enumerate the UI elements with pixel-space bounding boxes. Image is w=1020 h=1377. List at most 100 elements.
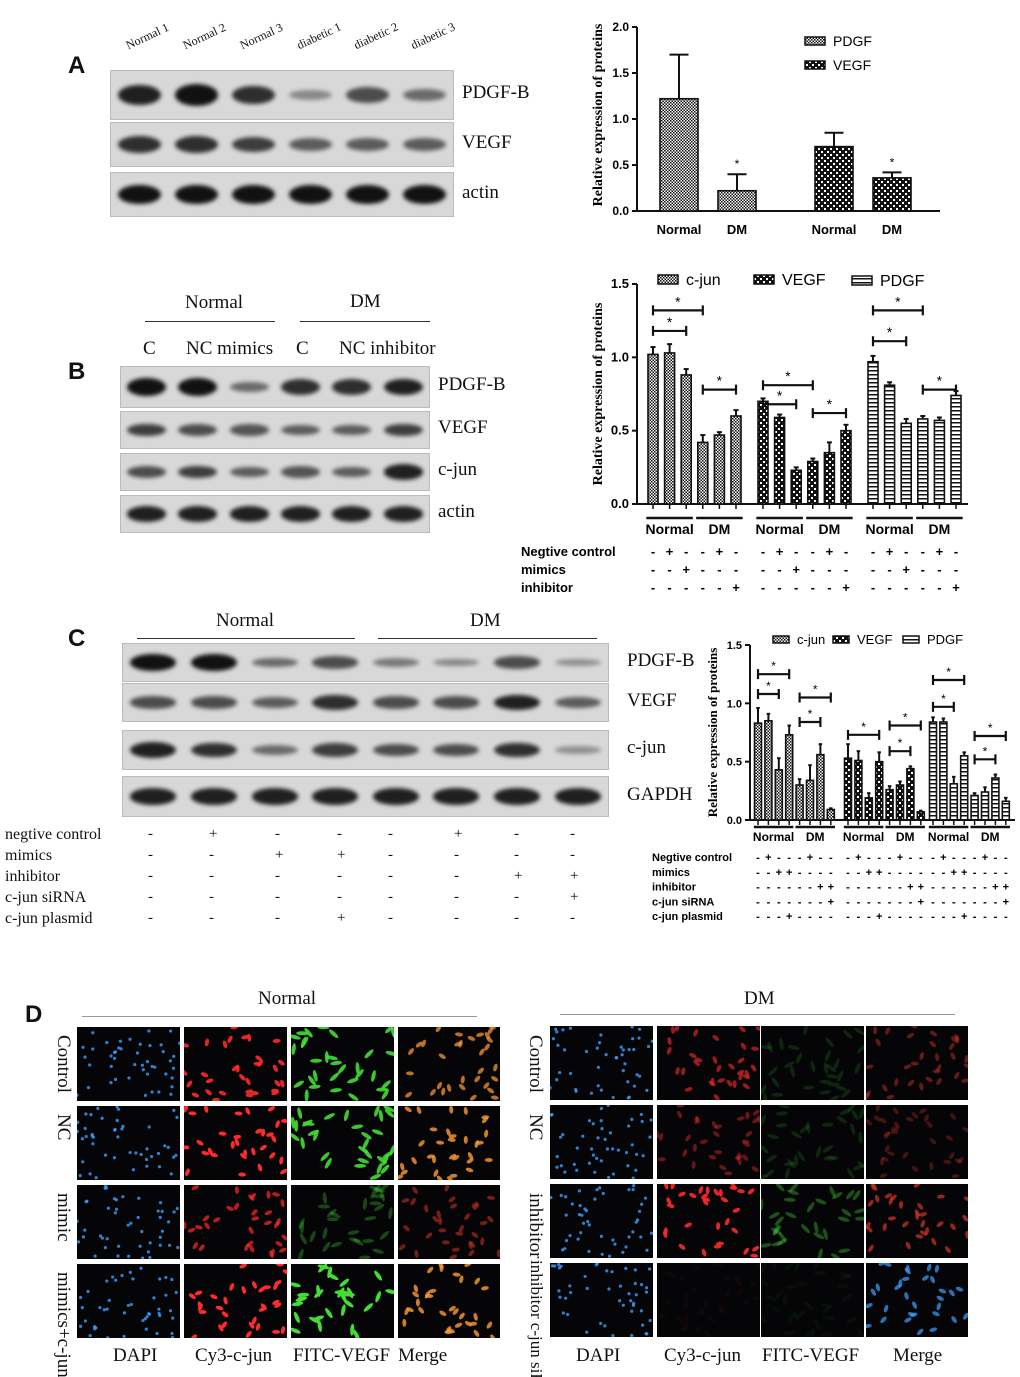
condition-sign: - xyxy=(337,826,342,842)
row-label: Control xyxy=(53,1035,74,1094)
condition-sign: - xyxy=(388,826,393,842)
condition-sign: - xyxy=(846,882,850,894)
bar xyxy=(805,779,815,821)
condition-label: negtive control xyxy=(5,826,102,843)
blot-band xyxy=(251,744,298,756)
condition-sign: - xyxy=(684,544,688,559)
blot-band xyxy=(127,466,167,478)
blot-label: actin xyxy=(438,501,475,522)
blot-band xyxy=(190,696,237,709)
condition-sign: - xyxy=(819,896,823,908)
condition-sign: - xyxy=(811,544,815,559)
condition-sign: + xyxy=(952,580,960,595)
condition-sign: - xyxy=(808,896,812,908)
significance-bracket xyxy=(888,746,912,757)
significance-star: * xyxy=(903,711,908,725)
condition-sign: - xyxy=(756,896,760,908)
condition-label: c-jun plasmid xyxy=(5,910,93,927)
condition-sign: - xyxy=(962,896,966,908)
condition-label: mimics xyxy=(5,847,53,864)
significance-bracket xyxy=(973,754,997,765)
blot-band xyxy=(229,424,269,436)
condition-sign: - xyxy=(973,896,977,908)
condition-sign: - xyxy=(1004,852,1008,864)
blot-band xyxy=(251,696,298,709)
condition-sign: - xyxy=(794,580,798,595)
condition-sign: - xyxy=(887,580,891,595)
significance-star: * xyxy=(827,396,833,412)
blot-band xyxy=(288,184,333,205)
legend-swatch xyxy=(657,274,679,285)
legend-label: PDGF xyxy=(927,632,963,647)
significance-star: * xyxy=(988,721,993,735)
micrograph xyxy=(77,1185,180,1259)
condition-sign: - xyxy=(808,911,812,923)
condition-sign: - xyxy=(942,896,946,908)
y-tick-label: 1.5 xyxy=(611,276,629,291)
blot-band xyxy=(383,423,423,437)
condition-sign: - xyxy=(275,868,280,884)
bar xyxy=(713,434,726,505)
lane-label: Normal 1 xyxy=(123,20,171,53)
bar xyxy=(933,419,946,505)
condition-sign: - xyxy=(962,852,966,864)
significance-bracket xyxy=(811,408,848,419)
condition-sign: - xyxy=(794,544,798,559)
condition-sign: + xyxy=(682,562,690,577)
bar xyxy=(874,760,884,821)
condition-sign: + xyxy=(951,867,957,879)
blot-band xyxy=(229,506,269,522)
blot-band xyxy=(554,788,601,805)
y-tick-label: 2.0 xyxy=(612,20,629,34)
condition-sign: + xyxy=(454,826,463,842)
blot-band xyxy=(332,379,372,395)
bar xyxy=(764,720,773,821)
significance-bracket xyxy=(871,336,908,347)
blot-band xyxy=(127,506,167,522)
significance-star: * xyxy=(808,707,813,721)
condition-sign: - xyxy=(701,562,705,577)
condition-sign: - xyxy=(909,867,913,879)
blot-band xyxy=(174,184,219,205)
significance-bracket xyxy=(701,384,738,395)
panel-c-group-normal: Normal xyxy=(216,610,275,631)
blot-band xyxy=(433,658,480,667)
condition-sign: - xyxy=(942,882,946,894)
significance-star: * xyxy=(895,293,901,309)
condition-sign: - xyxy=(898,911,902,923)
significance-bracket xyxy=(921,384,958,395)
condition-sign: - xyxy=(717,562,721,577)
condition-sign: + xyxy=(992,882,998,894)
condition-sign: - xyxy=(209,868,214,884)
blot-label: c-jun xyxy=(438,459,478,480)
condition-sign: - xyxy=(275,889,280,905)
panel-d-group-dm: DM xyxy=(744,988,775,1009)
blot-band xyxy=(312,743,359,757)
condition-sign: - xyxy=(829,867,833,879)
condition-sign: - xyxy=(867,911,871,923)
blot-band xyxy=(127,378,167,396)
group-label: Normal xyxy=(753,830,794,844)
condition-sign: - xyxy=(983,867,987,879)
blot-band xyxy=(383,464,423,480)
condition-sign: + xyxy=(897,852,903,864)
micrograph xyxy=(398,1185,500,1259)
blot-band xyxy=(178,378,218,396)
blot-band xyxy=(117,84,162,106)
blot-band xyxy=(190,788,237,805)
condition-label: Negtive control xyxy=(652,852,732,864)
condition-sign: - xyxy=(844,544,848,559)
y-axis-label: Relative expression of proteins xyxy=(705,648,720,818)
bar xyxy=(867,360,879,505)
condition-sign: - xyxy=(148,826,153,842)
condition-sign: + xyxy=(817,882,823,894)
bar xyxy=(680,374,692,505)
condition-sign: - xyxy=(994,867,998,879)
y-tick-label: 0.0 xyxy=(611,496,629,511)
legend-swatch xyxy=(902,635,920,644)
blot-band xyxy=(281,424,321,436)
panel-d-label: D xyxy=(25,1001,43,1028)
blot-band xyxy=(494,788,541,805)
condition-sign: - xyxy=(919,911,923,923)
condition-sign: + xyxy=(765,852,771,864)
